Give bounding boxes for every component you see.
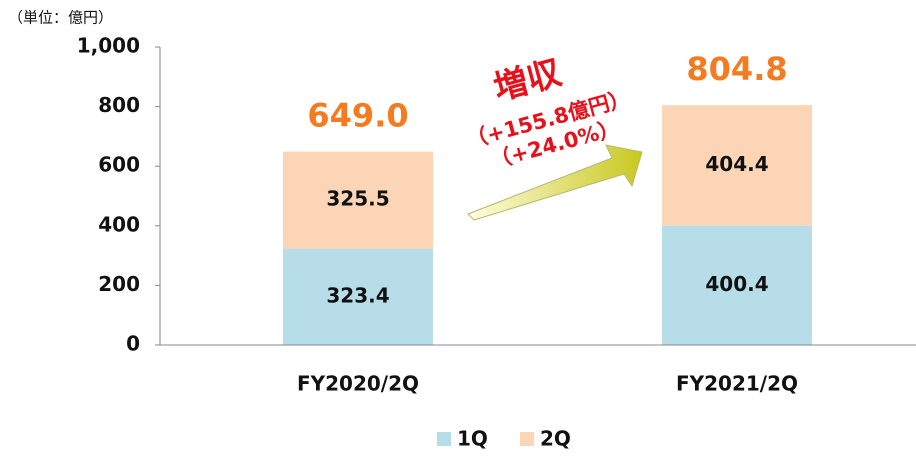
y-tick-label: 600 xyxy=(98,153,140,177)
x-tick-label: FY2021/2Q xyxy=(676,372,798,396)
value-label: 323.4 xyxy=(326,283,389,307)
y-tick-label: 1,000 xyxy=(77,34,140,58)
annotation: 増収 xyxy=(490,53,566,109)
value-label: 325.5 xyxy=(326,187,389,211)
total-label: 649.0 xyxy=(307,97,408,135)
legend-label: 2Q xyxy=(540,427,571,451)
bar-segment xyxy=(662,225,812,345)
value-label: 400.4 xyxy=(705,272,768,296)
total-label: 804.8 xyxy=(686,50,787,88)
y-tick-label: 400 xyxy=(98,212,140,236)
x-tick-label: FY2020/2Q xyxy=(297,372,419,396)
bar-segment xyxy=(662,105,812,226)
bar-segment xyxy=(283,248,433,345)
value-label: 404.4 xyxy=(705,152,768,176)
y-tick-label: 0 xyxy=(126,332,140,356)
legend-label: 1Q xyxy=(457,427,488,451)
legend-swatch xyxy=(437,432,451,446)
arrow xyxy=(467,144,643,221)
bar-segment xyxy=(283,151,433,249)
legend-swatch xyxy=(520,432,534,446)
y-tick-label: 800 xyxy=(98,93,140,117)
unit-label: （単位：億円） xyxy=(8,9,113,27)
y-tick-label: 200 xyxy=(98,272,140,296)
